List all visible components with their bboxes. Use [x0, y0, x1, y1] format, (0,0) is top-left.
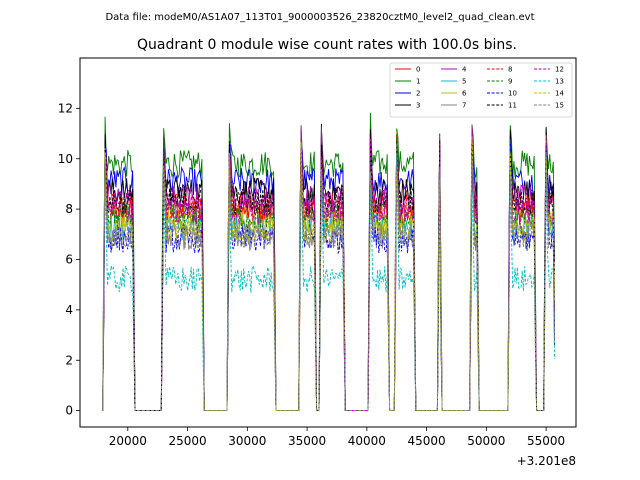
x-tick-label: 50000	[467, 434, 505, 448]
legend-label: 4	[462, 66, 467, 74]
legend-label: 3	[416, 102, 420, 110]
y-tick-label: 6	[65, 253, 73, 267]
series-line-4	[102, 124, 555, 412]
legend-label: 9	[508, 78, 512, 86]
y-tick-label: 4	[65, 303, 73, 317]
y-tick-label: 10	[58, 152, 73, 166]
legend-label: 0	[416, 66, 420, 74]
series-line-1	[102, 112, 555, 412]
legend-label: 5	[462, 78, 466, 86]
y-tick-label: 2	[65, 353, 73, 367]
series-layer	[102, 112, 555, 412]
x-tick-label: 30000	[228, 434, 266, 448]
series-line-15	[102, 143, 555, 412]
legend-label: 6	[462, 90, 467, 98]
legend-label: 1	[416, 78, 420, 86]
legend-label: 11	[508, 102, 517, 110]
legend-box	[389, 62, 573, 118]
x-axis: 20000 25000 30000 35000 40000 45000 50000 55000	[109, 427, 565, 448]
legend-label: 8	[508, 66, 512, 74]
legend-label: 7	[462, 102, 466, 110]
chart-title: Quadrant 0 module wise count rates with …	[137, 37, 517, 53]
plot-frame	[79, 57, 577, 428]
legend-label: 14	[555, 90, 564, 98]
chart-suptitle: Data file: modeM0/AS1A07_113T01_90000035…	[105, 12, 534, 23]
legend-label: 10	[508, 90, 517, 98]
x-tick-label: 40000	[348, 434, 386, 448]
y-tick-label: 12	[58, 101, 73, 115]
legend-label: 2	[416, 90, 420, 98]
x-tick-label: 25000	[168, 434, 206, 448]
series-line-3	[102, 123, 555, 412]
y-tick-label: 0	[65, 404, 73, 418]
x-tick-label: 45000	[408, 434, 446, 448]
legend-label: 13	[555, 78, 564, 86]
legend-label: 12	[555, 66, 564, 74]
x-offset-label: +3.201e8	[517, 454, 576, 468]
y-axis: 0 2 4 6 8 10 12	[58, 101, 80, 418]
y-tick-label: 8	[65, 202, 73, 216]
x-tick-label: 35000	[288, 434, 326, 448]
x-tick-label: 55000	[527, 434, 565, 448]
x-tick-label: 20000	[109, 434, 147, 448]
legend-label: 15	[555, 102, 564, 110]
